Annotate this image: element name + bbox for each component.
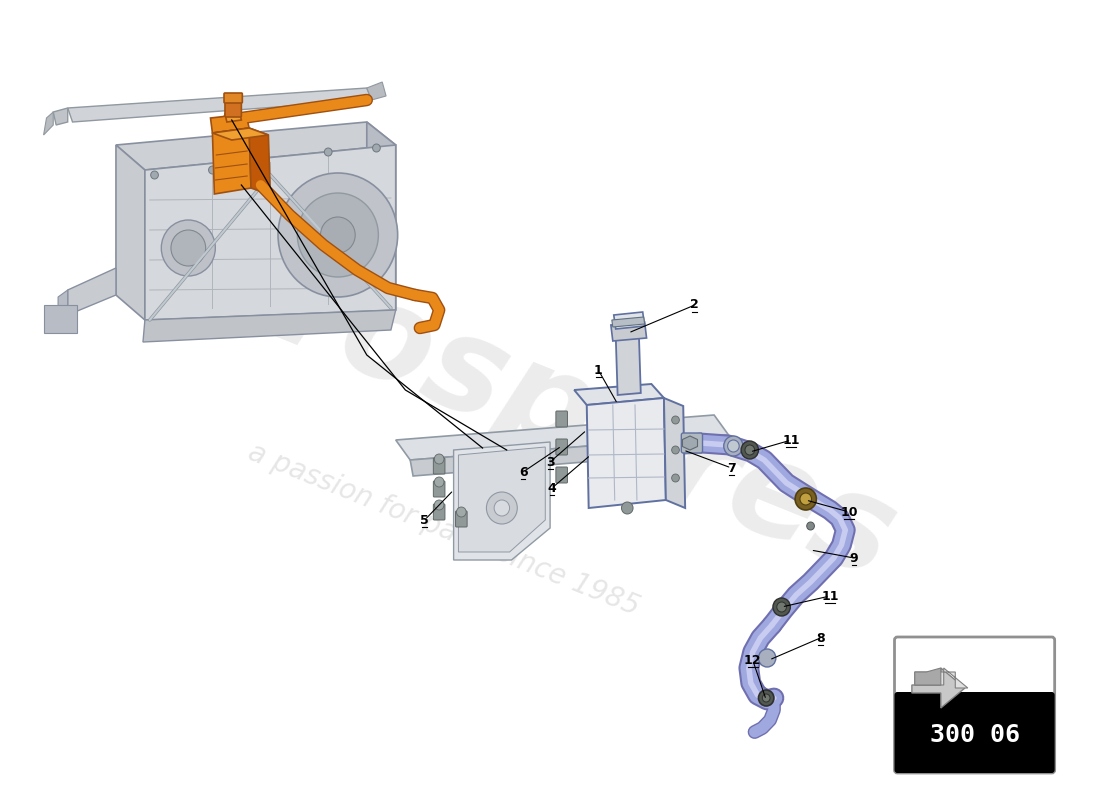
FancyBboxPatch shape — [681, 433, 703, 453]
Circle shape — [320, 217, 355, 253]
Circle shape — [324, 148, 332, 156]
Text: 8: 8 — [816, 631, 825, 645]
Circle shape — [209, 166, 217, 174]
FancyBboxPatch shape — [455, 511, 468, 527]
FancyBboxPatch shape — [433, 481, 444, 497]
Text: a passion for parts since 1985: a passion for parts since 1985 — [244, 438, 644, 622]
Circle shape — [777, 602, 786, 612]
Text: 4: 4 — [548, 482, 557, 494]
Circle shape — [762, 694, 770, 702]
Polygon shape — [915, 668, 968, 688]
Text: 6: 6 — [519, 466, 527, 478]
Circle shape — [162, 220, 216, 276]
Polygon shape — [116, 145, 145, 320]
Polygon shape — [586, 398, 666, 508]
Circle shape — [434, 454, 444, 464]
Circle shape — [486, 492, 517, 524]
Text: 12: 12 — [744, 654, 761, 666]
Circle shape — [672, 416, 680, 424]
FancyBboxPatch shape — [894, 637, 1055, 773]
Text: 2: 2 — [691, 298, 700, 311]
Text: 7: 7 — [727, 462, 736, 474]
Circle shape — [434, 500, 444, 510]
FancyBboxPatch shape — [433, 458, 444, 474]
Circle shape — [759, 649, 775, 667]
Polygon shape — [614, 312, 645, 329]
Circle shape — [800, 493, 812, 505]
Polygon shape — [249, 128, 271, 195]
Polygon shape — [226, 112, 241, 122]
Circle shape — [151, 171, 158, 179]
Polygon shape — [212, 128, 268, 140]
Circle shape — [373, 144, 381, 152]
Polygon shape — [366, 82, 386, 100]
Polygon shape — [459, 447, 546, 552]
Bar — [44, 305, 77, 333]
Polygon shape — [610, 322, 647, 341]
FancyBboxPatch shape — [433, 504, 444, 520]
Text: 5: 5 — [420, 514, 429, 526]
Text: 300 06: 300 06 — [930, 723, 1020, 747]
Circle shape — [170, 230, 206, 266]
FancyBboxPatch shape — [226, 99, 241, 117]
Polygon shape — [116, 122, 396, 170]
Circle shape — [672, 474, 680, 482]
FancyBboxPatch shape — [894, 692, 1055, 773]
Polygon shape — [44, 112, 53, 135]
Polygon shape — [453, 442, 550, 560]
Polygon shape — [58, 290, 68, 322]
Polygon shape — [410, 435, 732, 476]
Circle shape — [434, 477, 444, 487]
Polygon shape — [145, 145, 396, 320]
Polygon shape — [210, 114, 249, 133]
Text: 9: 9 — [849, 551, 858, 565]
Text: 11: 11 — [782, 434, 800, 446]
Circle shape — [727, 440, 739, 452]
Text: 11: 11 — [821, 590, 838, 602]
Text: 10: 10 — [840, 506, 858, 518]
Polygon shape — [574, 384, 664, 405]
Circle shape — [795, 488, 816, 510]
Polygon shape — [915, 668, 940, 685]
FancyBboxPatch shape — [556, 411, 568, 427]
Polygon shape — [912, 668, 965, 708]
Polygon shape — [616, 333, 641, 395]
Circle shape — [759, 690, 774, 706]
Text: 1: 1 — [594, 363, 603, 377]
Polygon shape — [366, 122, 396, 310]
Bar — [898, 695, 1052, 770]
Polygon shape — [612, 317, 645, 327]
Polygon shape — [664, 398, 685, 508]
Polygon shape — [682, 436, 697, 450]
Circle shape — [621, 502, 634, 514]
Circle shape — [724, 436, 743, 456]
FancyBboxPatch shape — [224, 93, 242, 103]
Polygon shape — [68, 88, 372, 122]
FancyBboxPatch shape — [556, 439, 568, 455]
Polygon shape — [143, 310, 396, 342]
Text: eurospares: eurospares — [91, 174, 913, 606]
Circle shape — [278, 173, 398, 297]
Polygon shape — [396, 415, 728, 460]
Circle shape — [672, 446, 680, 454]
Circle shape — [806, 522, 814, 530]
Circle shape — [456, 507, 466, 517]
Polygon shape — [212, 128, 251, 194]
Circle shape — [297, 193, 378, 277]
Circle shape — [494, 500, 509, 516]
Polygon shape — [53, 108, 68, 125]
Circle shape — [773, 598, 790, 616]
FancyBboxPatch shape — [556, 467, 568, 483]
Circle shape — [745, 445, 755, 455]
Circle shape — [741, 441, 759, 459]
Polygon shape — [68, 268, 116, 315]
Text: 3: 3 — [546, 455, 554, 469]
